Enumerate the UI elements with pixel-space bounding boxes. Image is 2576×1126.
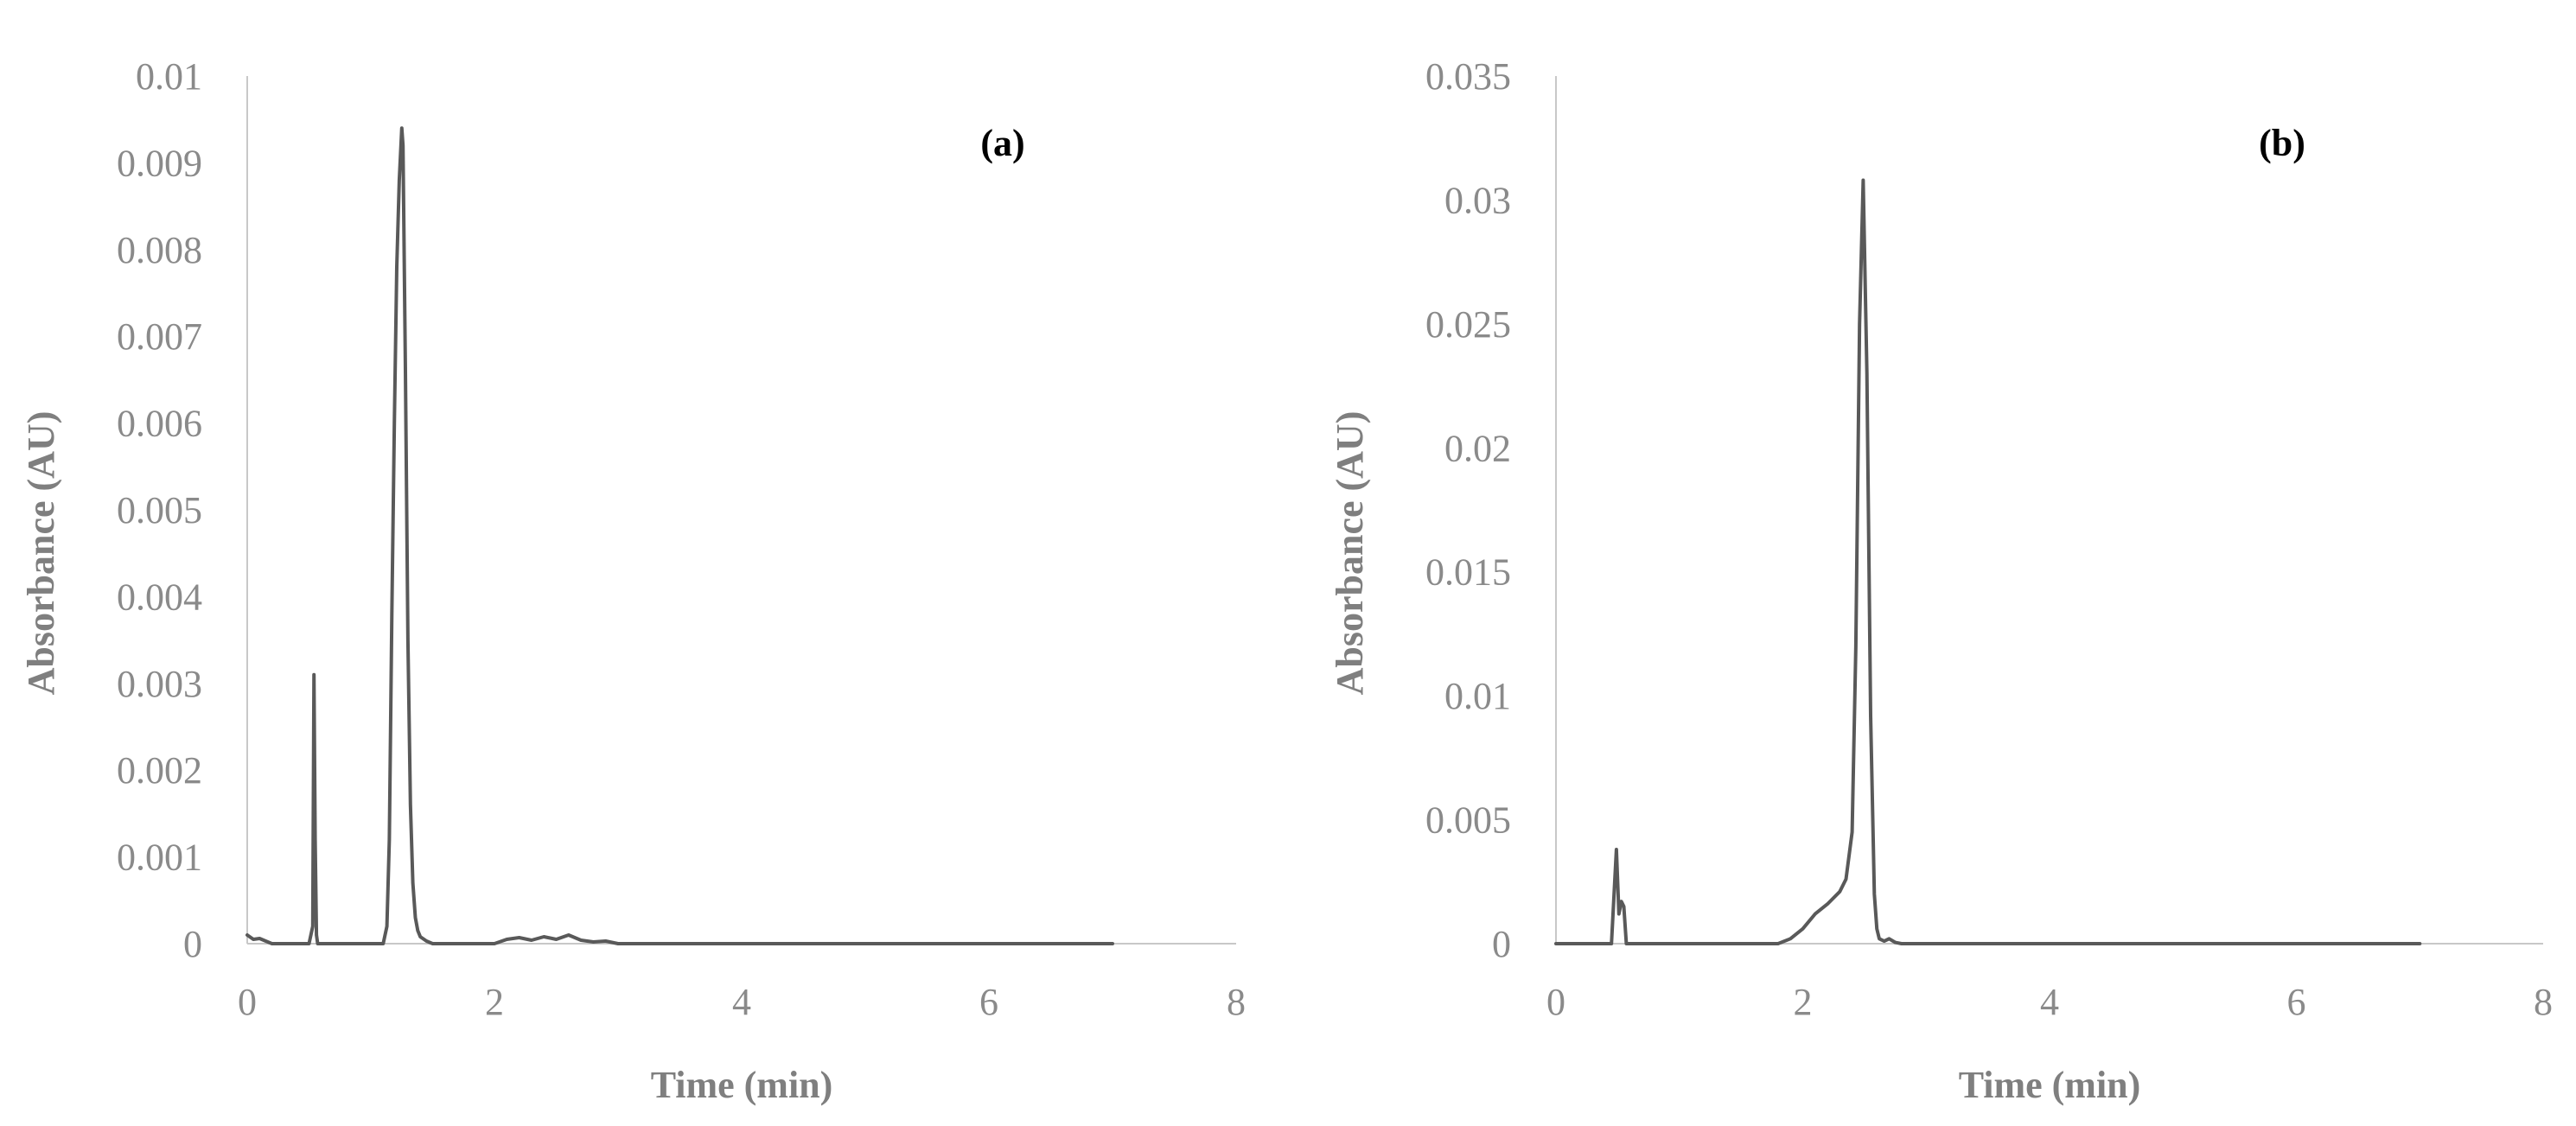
x-tick-label: 6 bbox=[2287, 981, 2306, 1023]
y-tick-label: 0.006 bbox=[117, 403, 202, 445]
chart-panel-1: 0 0.001 0.002 0.003 0.004 0.005 0.006 0.007 0.00… bbox=[20, 55, 1246, 1106]
x-tick-label: 4 bbox=[732, 981, 751, 1023]
x-axis-title: Time (min) bbox=[1959, 1064, 2141, 1106]
panel-label: (a) bbox=[980, 122, 1024, 164]
y-tick-label: 0.003 bbox=[117, 663, 202, 705]
y-tick-label: 0.035 bbox=[1425, 55, 1511, 98]
y-tick-label: 0.005 bbox=[1425, 799, 1511, 842]
x-tick-label: 0 bbox=[238, 981, 257, 1023]
series-line-1 bbox=[1554, 178, 2422, 945]
y-tick-label: 0.002 bbox=[117, 749, 202, 792]
x-tick-label: 0 bbox=[1546, 981, 1565, 1023]
y-axis-title: Absorbance (AU) bbox=[1329, 411, 1371, 696]
y-tick-label: 0.015 bbox=[1425, 551, 1511, 594]
panel-label: (b) bbox=[2259, 122, 2305, 164]
y-tick-label: 0.01 bbox=[136, 55, 202, 98]
y-tick-label: 0.008 bbox=[117, 229, 202, 271]
x-tick-label: 2 bbox=[485, 981, 504, 1023]
y-axis-title: Absorbance (AU) bbox=[20, 411, 62, 696]
x-tick-label: 8 bbox=[1227, 981, 1246, 1023]
y-tick-label: 0.03 bbox=[1444, 179, 1511, 221]
x-tick-label: 6 bbox=[979, 981, 998, 1023]
y-tick-label: 0.025 bbox=[1425, 303, 1511, 346]
x-tick-label: 8 bbox=[2534, 981, 2553, 1023]
y-tick-label: 0 bbox=[1492, 923, 1511, 965]
y-tick-label: 0 bbox=[183, 923, 202, 965]
x-tick-label: 2 bbox=[1794, 981, 1813, 1023]
y-tick-label: 0.02 bbox=[1444, 427, 1511, 469]
chart-panel-2: 0 0.005 0.01 0.015 0.02 0.025 0.03 0.035 0 2 4 6 8 Ti… bbox=[1329, 55, 2553, 1106]
y-tick-label: 0.005 bbox=[117, 489, 202, 531]
y-tick-label: 0.01 bbox=[1444, 675, 1511, 717]
y-tick-label: 0.007 bbox=[117, 315, 202, 358]
x-tick-label: 4 bbox=[2040, 981, 2059, 1023]
y-tick-label: 0.004 bbox=[117, 576, 202, 618]
y-tick-label: 0.001 bbox=[117, 837, 202, 879]
y-tick-label: 0.009 bbox=[117, 142, 202, 184]
x-axis-title: Time (min) bbox=[651, 1064, 833, 1106]
series-line-1 bbox=[245, 126, 1114, 945]
